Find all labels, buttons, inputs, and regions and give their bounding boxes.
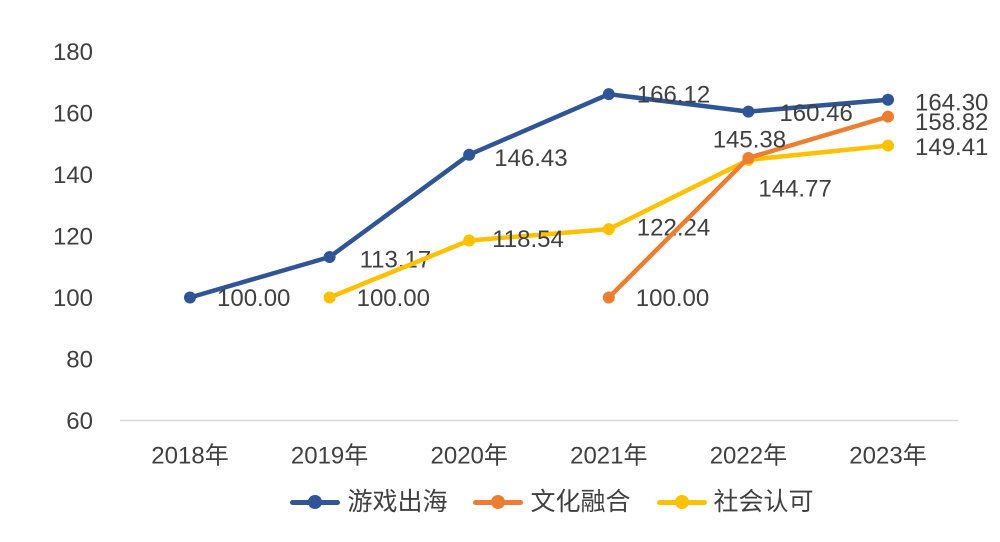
y-axis-tick-label: 160: [53, 101, 93, 128]
legend-line-marker-icon: [473, 495, 524, 509]
x-axis-tick-label: 2019年: [291, 443, 368, 470]
data-point-label: 100.00: [636, 285, 709, 312]
data-point-label: 146.43: [494, 145, 567, 172]
data-point-marker: [602, 291, 615, 304]
legend-item[interactable]: 游戏出海: [290, 488, 447, 516]
data-point-marker: [463, 148, 476, 161]
data-point-marker: [602, 88, 615, 101]
legend-dot-icon: [491, 495, 506, 509]
x-axis-tick-label: 2020年: [431, 443, 508, 470]
data-point-label: 149.41: [915, 134, 988, 161]
data-point-marker: [463, 234, 476, 247]
legend-dot-icon: [674, 495, 689, 509]
y-axis-tick-label: 80: [66, 347, 93, 374]
data-point-label: 118.54: [492, 226, 564, 253]
data-point-label: 160.46: [779, 100, 852, 127]
x-axis-tick-label: 2023年: [849, 443, 926, 470]
data-point-label: 144.77: [758, 175, 831, 202]
series-line: [187, 91, 891, 300]
legend-line-marker-icon: [290, 495, 341, 509]
data-point-label: 145.38: [713, 126, 786, 153]
y-axis-tick-label: 140: [53, 162, 93, 189]
legend-label: 游戏出海: [347, 488, 448, 516]
legend-item[interactable]: 文化融合: [473, 488, 631, 516]
y-axis-tick-label: 120: [53, 224, 93, 251]
legend-item[interactable]: 社会认可: [656, 488, 814, 516]
series-line: [327, 143, 891, 300]
y-axis-tick-label: 100: [53, 285, 93, 312]
data-point-label: 100.00: [357, 285, 430, 312]
data-point-marker: [882, 93, 894, 106]
x-axis-tick-label: 2021年: [570, 443, 647, 470]
data-point-marker: [742, 151, 755, 164]
data-point-label: 100.00: [217, 285, 290, 312]
data-point-marker: [882, 139, 894, 152]
x-axis-tick-label: 2018年: [151, 443, 228, 470]
y-axis-tick-label: 60: [66, 408, 93, 435]
data-point-marker: [323, 251, 336, 264]
legend-label: 文化融合: [530, 488, 631, 516]
legend-label: 社会认可: [713, 488, 814, 516]
data-point-marker: [184, 291, 196, 304]
legend: 游戏出海 文化融合 社会认可: [0, 488, 1000, 516]
data-point-label: 166.12: [637, 82, 710, 109]
data-point-marker: [602, 223, 615, 236]
data-point-label: 158.82: [915, 109, 988, 136]
legend-line-marker-icon: [656, 495, 707, 509]
x-axis-tick-label: 2022年: [710, 443, 787, 470]
data-point-marker: [323, 291, 336, 304]
legend-dot-icon: [308, 495, 323, 509]
y-axis-tick-label: 180: [53, 39, 93, 66]
data-point-marker: [882, 110, 894, 123]
data-point-label: 122.24: [637, 215, 710, 242]
data-point-label: 164.30: [915, 89, 988, 116]
data-point-marker: [742, 105, 755, 118]
